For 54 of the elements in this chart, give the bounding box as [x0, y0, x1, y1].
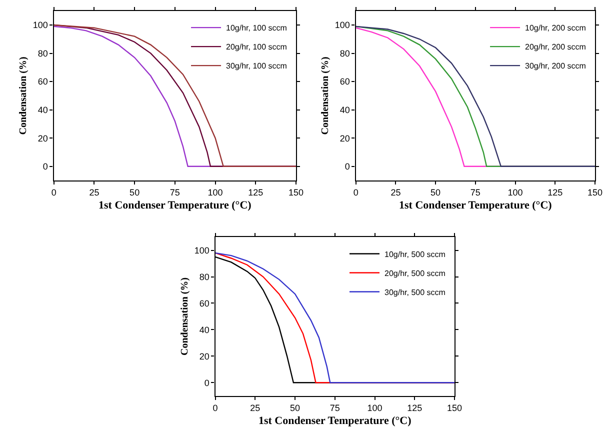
y-tick-label: 80 [199, 272, 210, 282]
x-tick-label: 100 [208, 187, 223, 198]
x-tick-label: 125 [248, 187, 264, 198]
x-tick-label: 50 [430, 187, 441, 198]
y-tick-label: 60 [38, 76, 48, 87]
y-axis-title: Condensation (%) [18, 56, 29, 135]
x-tick-label: 50 [130, 187, 140, 198]
x-axis-title: 1st Condenser Temperature (°C) [258, 414, 412, 427]
y-tick-label: 0 [344, 162, 350, 172]
x-tick-label: 25 [89, 187, 100, 198]
x-tick-label: 100 [508, 187, 523, 198]
y-tick-label: 20 [38, 133, 48, 144]
legend-label: 30g/hr, 100 sccm [226, 62, 288, 71]
y-tick-label: 80 [340, 48, 350, 58]
y-axis-title: Condensation (%) [179, 277, 190, 356]
legend-label: 30g/hr, 200 sccm [525, 62, 586, 71]
y-tick-label: 60 [199, 298, 210, 308]
x-tick-label: 150 [446, 402, 462, 413]
y-tick-label: 20 [199, 351, 210, 362]
x-axis-title: 1st Condenser Temperature (°C) [399, 200, 552, 212]
y-tick-label: 40 [38, 104, 48, 115]
x-tick-label: 75 [330, 402, 340, 413]
y-tick-label: 0 [42, 162, 48, 172]
y-tick-label: 0 [204, 378, 210, 388]
x-tick-label: 0 [212, 402, 218, 413]
y-tick-label: 40 [199, 324, 210, 335]
x-tick-label: 125 [548, 187, 563, 198]
x-tick-label: 50 [290, 402, 300, 413]
x-tick-label: 75 [170, 187, 180, 198]
legend-label: 20g/hr, 100 sccm [226, 42, 288, 52]
x-tick-label: 150 [588, 187, 603, 198]
y-tick-label: 20 [340, 133, 350, 144]
legend-label: 20g/hr, 200 sccm [525, 42, 586, 52]
x-tick-label: 75 [470, 187, 480, 198]
legend-label: 10g/hr, 200 sccm [525, 24, 586, 33]
legend-label: 30g/hr, 500 sccm [384, 288, 446, 297]
y-tick-label: 100 [334, 20, 350, 30]
y-tick-label: 40 [340, 104, 350, 115]
y-axis-title: Condensation (%) [320, 56, 331, 135]
x-tick-label: 100 [367, 402, 382, 413]
y-tick-label: 60 [340, 76, 350, 87]
legend-label: 10g/hr, 500 sccm [384, 250, 446, 259]
x-tick-label: 25 [250, 402, 260, 413]
x-tick-label: 0 [51, 187, 56, 198]
x-tick-label: 25 [390, 187, 401, 198]
legend-label: 10g/hr, 100 sccm [226, 24, 288, 33]
x-tick-label: 150 [288, 187, 304, 198]
x-axis-title: 1st Condenser Temperature (°C) [98, 200, 252, 212]
x-tick-label: 125 [407, 402, 422, 413]
legend-label: 20g/hr, 500 sccm [384, 268, 446, 278]
y-tick-label: 100 [32, 20, 48, 30]
x-tick-label: 0 [353, 187, 358, 198]
y-tick-label: 100 [194, 245, 210, 256]
y-tick-label: 80 [38, 48, 48, 58]
